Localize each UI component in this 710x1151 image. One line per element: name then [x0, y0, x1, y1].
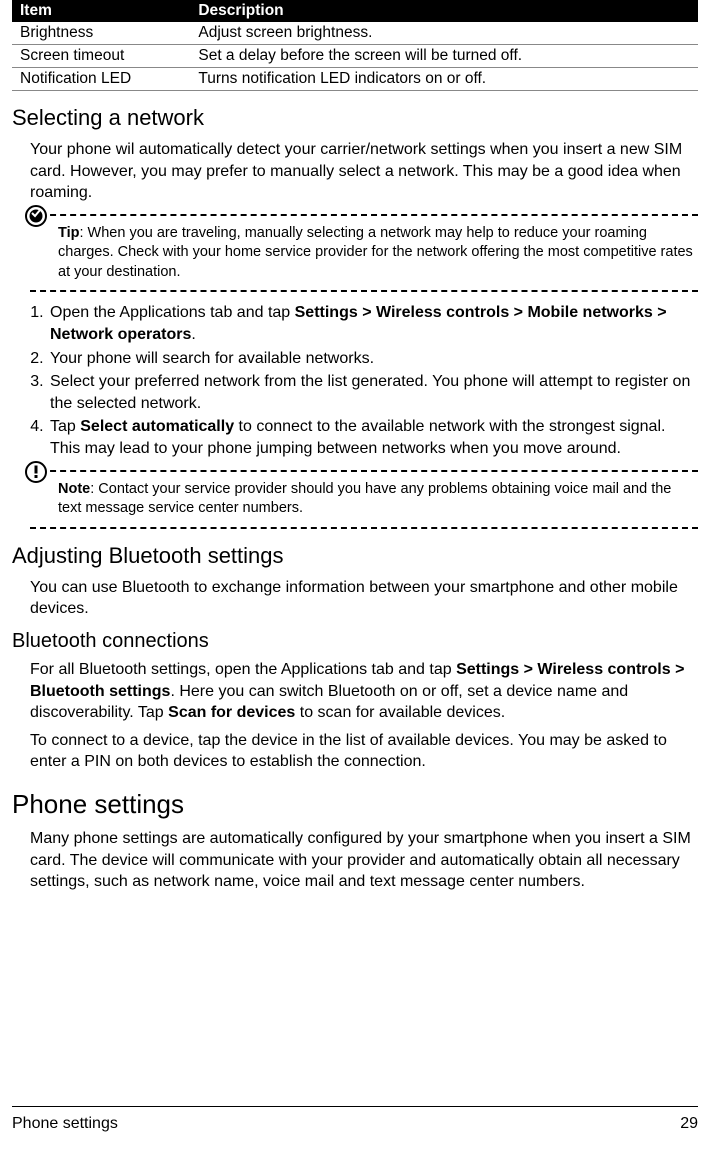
settings-table: Item Description Brightness Adjust scree… — [12, 0, 698, 91]
cell-item: Notification LED — [12, 68, 190, 91]
para-bt-settings: For all Bluetooth settings, open the App… — [30, 659, 698, 724]
footer-section: Phone settings — [12, 1115, 118, 1133]
table-row: Screen timeout Set a delay before the sc… — [12, 45, 698, 68]
list-item: Select your preferred network from the l… — [48, 371, 698, 414]
tip-callout: Tip: When you are traveling, manually se… — [30, 214, 698, 293]
step-text: Open the Applications tab and tap — [50, 304, 295, 321]
cell-item: Screen timeout — [12, 45, 190, 68]
para-bluetooth-intro: You can use Bluetooth to exchange inform… — [30, 577, 698, 620]
list-item: Tap Select automatically to connect to t… — [48, 416, 698, 459]
tip-icon — [24, 204, 48, 228]
scan-bold: Scan for devices — [168, 704, 295, 721]
note-text: : Contact your service provider should y… — [58, 481, 671, 517]
para-bt-connect: To connect to a device, tap the device i… — [30, 730, 698, 773]
cell-item: Brightness — [12, 22, 190, 45]
text: For all Bluetooth settings, open the App… — [30, 661, 456, 678]
heading-phone-settings: Phone settings — [12, 789, 698, 820]
network-steps: Open the Applications tab and tap Settin… — [48, 302, 698, 459]
tip-label: Tip — [58, 225, 79, 241]
para-network-intro: Your phone wil automatically detect your… — [30, 139, 698, 204]
table-row: Notification LED Turns notification LED … — [12, 68, 698, 91]
heading-bluetooth: Adjusting Bluetooth settings — [12, 543, 698, 569]
footer-page-number: 29 — [680, 1115, 698, 1133]
page-footer: Phone settings 29 — [12, 1106, 698, 1133]
heading-bt-connections: Bluetooth connections — [12, 630, 698, 653]
cell-desc: Adjust screen brightness. — [190, 22, 698, 45]
cell-desc: Turns notification LED indicators on or … — [190, 68, 698, 91]
step-text: . — [191, 326, 195, 343]
heading-selecting-network: Selecting a network — [12, 105, 698, 131]
note-callout: Note: Contact your service provider shou… — [30, 470, 698, 529]
col-item-header: Item — [12, 0, 190, 22]
table-row: Brightness Adjust screen brightness. — [12, 22, 698, 45]
note-label: Note — [58, 481, 90, 497]
step-bold: Select automatically — [80, 418, 234, 435]
list-item: Your phone will search for available net… — [48, 348, 698, 370]
text: to scan for available devices. — [295, 704, 505, 721]
list-item: Open the Applications tab and tap Settin… — [48, 302, 698, 345]
step-text: Tap — [50, 418, 80, 435]
note-icon — [24, 460, 48, 484]
col-desc-header: Description — [190, 0, 698, 22]
tip-text: : When you are traveling, manually selec… — [58, 225, 693, 280]
para-phone-settings: Many phone settings are automatically co… — [30, 828, 698, 893]
cell-desc: Set a delay before the screen will be tu… — [190, 45, 698, 68]
